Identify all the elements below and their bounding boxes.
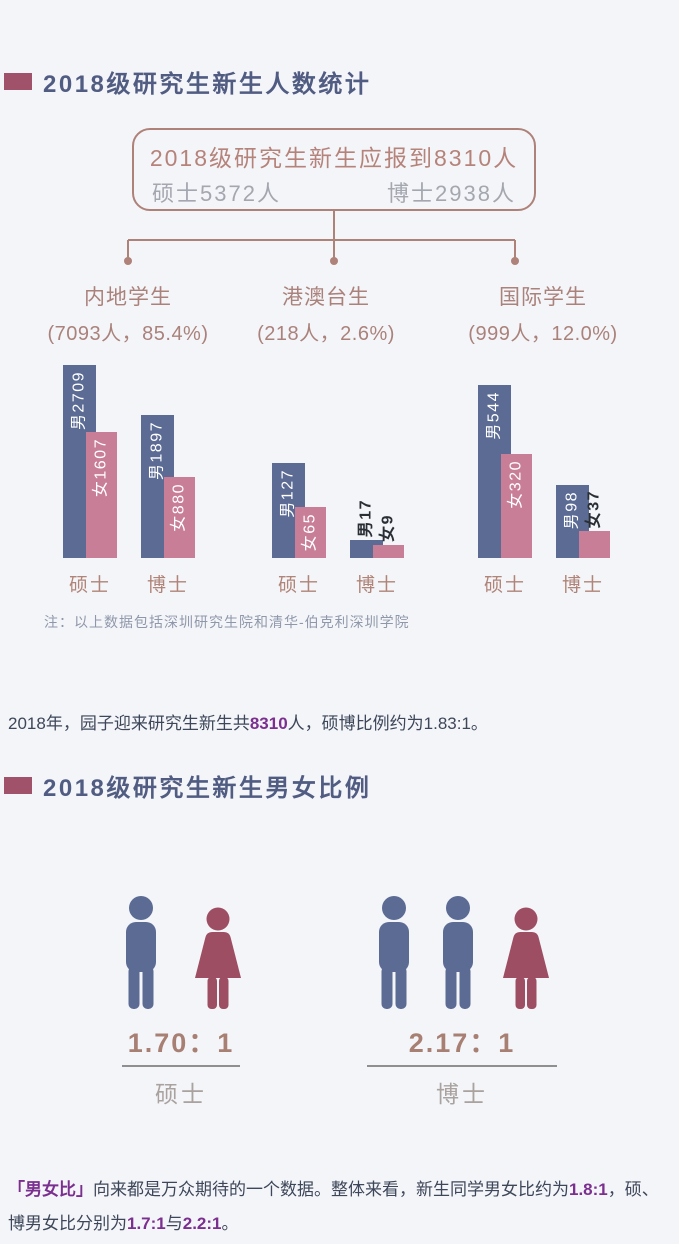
bar-intl-master-female: 女320 xyxy=(501,363,532,558)
axis-label-doctor: 博士 xyxy=(355,575,398,596)
ratio-value-master: 1.70：1 xyxy=(127,1028,235,1058)
ratio-underline xyxy=(367,1065,557,1067)
chart-group-hk-mo-tw: 男127 女65 硕士 男17 女9 博士 xyxy=(272,363,404,597)
highlight-ratio-doctor: 2.2:1 xyxy=(182,1214,222,1233)
bar-chart-row: 男2709 女1607 硕士 男1897 女880 博士 xyxy=(0,363,679,598)
female-person-icon xyxy=(194,907,241,1009)
bar-value-label: 女320 xyxy=(507,460,525,509)
bar-intl-doctor-female: 女37 xyxy=(579,363,610,558)
pair-doctor: 男1897 女880 博士 xyxy=(141,363,195,597)
icon-row xyxy=(371,895,553,1011)
summary-total: 2018级研究生新生应报到8310人 xyxy=(149,145,519,171)
bar-value-label: 男17 xyxy=(357,498,375,537)
axis-label-master: 硕士 xyxy=(277,575,320,596)
accent-block-icon xyxy=(4,72,32,90)
section2-title: 2018级研究生新生男女比例 xyxy=(43,774,372,802)
text-segment: 与 xyxy=(165,1214,183,1233)
text-segment: 向来都是万众期待的一个数据。整体来看，新生同学男女比约为 xyxy=(93,1180,569,1199)
section2-header: 2018级研究生新生男女比例 xyxy=(4,770,372,802)
chart-group-mainland: 男2709 女1607 硕士 男1897 女880 博士 xyxy=(63,363,195,597)
body-paragraph-2: 「男女比」向来都是万众期待的一个数据。整体来看，新生同学男女比约为1.8:1，硕… xyxy=(8,1173,672,1241)
pair-master: 男127 女65 硕士 xyxy=(272,363,326,597)
summary-doctor-count: 博士2938人 xyxy=(387,181,516,206)
ratio-group-master: 1.70：1 硕士 xyxy=(108,895,254,1109)
axis-label-doctor: 博士 xyxy=(146,575,189,596)
bar-mainland-master-female: 女1607 xyxy=(86,363,117,558)
ratio-category-doctor: 博士 xyxy=(436,1081,488,1107)
text-segment: 。 xyxy=(221,1214,239,1233)
highlight-total: 8310 xyxy=(249,714,288,733)
text-segment: 人，硕博比例约为1.83:1。 xyxy=(287,714,488,733)
bar-value-label: 男2709 xyxy=(70,371,88,431)
pair-master: 男544 女320 硕士 xyxy=(478,363,532,597)
bar-value-label: 女65 xyxy=(301,513,319,552)
bar-value-label: 女37 xyxy=(585,489,603,528)
bar-value-label: 男1897 xyxy=(148,421,166,481)
axis-label-master: 硕士 xyxy=(483,575,526,596)
highlight-ratio-master: 1.7:1 xyxy=(127,1214,166,1233)
category-name: 内地学生 xyxy=(84,286,172,309)
bar-hmt-master-female: 女65 xyxy=(295,363,326,558)
chart-footnote: 注：以上数据包括深圳研究生院和清华-伯克利深圳学院 xyxy=(44,614,410,630)
axis-label-master: 硕士 xyxy=(68,575,111,596)
highlight-term: 「男女比」 xyxy=(8,1180,93,1199)
male-person-icon xyxy=(443,896,473,1009)
summary-box: 2018级研究生新生应报到8310人 硕士5372人 博士2938人 xyxy=(132,128,536,211)
pair-doctor: 男17 女9 博士 xyxy=(350,363,404,597)
category-mainland: 内地学生 (7093人，85.4%) xyxy=(28,281,228,346)
bar-value-label: 男98 xyxy=(563,491,581,530)
bar-value-label: 女1607 xyxy=(92,438,110,498)
pair-master: 男2709 女1607 硕士 xyxy=(63,363,117,597)
female-person-icon xyxy=(503,907,549,1009)
text-segment: 2018年，园子迎来研究生新生共 xyxy=(8,714,250,733)
ratio-category-master: 硕士 xyxy=(155,1081,207,1107)
pair-doctor: 男98 女37 博士 xyxy=(556,363,610,597)
category-name: 国际学生 xyxy=(499,286,587,309)
icon-row xyxy=(118,895,245,1011)
category-international: 国际学生 (999人，12.0%) xyxy=(443,281,643,346)
ratio-value-doctor: 2.17：1 xyxy=(408,1028,516,1058)
bar-mainland-doctor-female: 女880 xyxy=(164,363,195,558)
ratio-underline xyxy=(122,1065,240,1067)
accent-block-icon xyxy=(4,776,32,794)
section1-header: 2018级研究生新生人数统计 xyxy=(4,66,372,98)
category-name: 港澳台生 xyxy=(282,286,370,309)
category-count: (7093人，85.4%) xyxy=(47,323,209,345)
summary-master-count: 硕士5372人 xyxy=(152,181,281,206)
male-person-icon xyxy=(125,896,156,1009)
section1-title: 2018级研究生新生人数统计 xyxy=(43,70,372,98)
tree-connector xyxy=(124,211,519,265)
highlight-ratio-overall: 1.8:1 xyxy=(569,1180,608,1199)
bar-value-label: 男127 xyxy=(279,469,297,518)
bar-value-label: 女880 xyxy=(170,483,188,532)
bar-value-label: 男544 xyxy=(485,391,503,440)
male-person-icon xyxy=(379,896,409,1009)
bar-value-label: 女9 xyxy=(379,514,397,542)
ratio-group-doctor: 2.17：1 博士 xyxy=(367,895,557,1109)
axis-label-doctor: 博士 xyxy=(561,575,604,596)
bar-hmt-doctor-female: 女9 xyxy=(373,363,404,558)
category-count: (999人，12.0%) xyxy=(468,323,618,345)
bar-intl-doctor-male: 男98 xyxy=(556,363,589,558)
chart-group-international: 男544 女320 硕士 男98 女37 博士 xyxy=(478,363,610,597)
text-segment: ，硕、博男女比分别为 xyxy=(8,1180,659,1233)
category-count: (218人，2.6%) xyxy=(257,323,395,345)
category-hk-mo-tw: 港澳台生 (218人，2.6%) xyxy=(226,281,426,346)
body-paragraph-1: 2018年，园子迎来研究生新生共8310人，硕博比例约为1.83:1。 xyxy=(8,707,672,741)
